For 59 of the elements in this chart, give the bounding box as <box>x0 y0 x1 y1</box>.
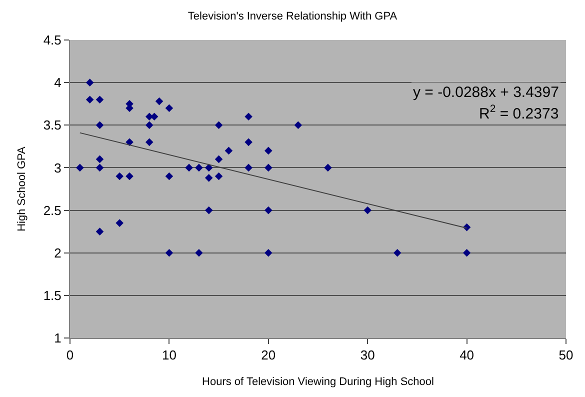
point <box>86 96 94 104</box>
point <box>264 164 272 172</box>
point <box>155 97 164 106</box>
point <box>364 206 372 214</box>
point <box>116 172 124 180</box>
point <box>214 172 223 180</box>
point <box>145 121 154 130</box>
annotation: y = -0.0288x + 3.4397 <box>413 84 559 101</box>
x-tick-label: 30 <box>360 348 375 363</box>
point <box>96 164 104 172</box>
chart-title: Television's Inverse Relationship With GPA <box>188 10 398 23</box>
y-tick-label: 1.5 <box>43 288 62 303</box>
y-tick-label: 2.5 <box>43 202 62 218</box>
point <box>165 104 174 112</box>
point <box>294 121 302 130</box>
point <box>96 121 104 130</box>
point <box>324 164 332 172</box>
point <box>165 172 174 180</box>
point <box>214 155 223 164</box>
x-axis-title: Hours of Television Viewing During High School <box>202 376 434 388</box>
x-tick-label: 40 <box>460 348 474 363</box>
x-tick-label: 20 <box>261 348 276 363</box>
point <box>96 96 104 104</box>
x-tick-label: 0 <box>66 348 74 363</box>
y-tick-label: 4.5 <box>43 32 62 48</box>
y-tick-label: 1 <box>54 330 62 346</box>
point <box>224 146 233 155</box>
point <box>264 206 272 214</box>
point <box>264 146 272 155</box>
y-tick-label: 2 <box>54 245 62 260</box>
point <box>462 248 471 257</box>
point <box>126 138 134 146</box>
point <box>185 164 193 172</box>
point <box>96 155 104 164</box>
point <box>244 138 252 146</box>
x-tick-label: 10 <box>162 348 176 363</box>
y-tick-label: 3.5 <box>43 118 62 133</box>
point <box>204 164 213 172</box>
point <box>126 172 134 180</box>
x-tick-label: 50 <box>558 348 574 363</box>
point <box>264 248 272 257</box>
point <box>393 248 402 257</box>
point <box>165 248 174 257</box>
point <box>116 219 124 227</box>
y-axis-title: High School GPA <box>16 146 28 232</box>
y-tick-label: 3 <box>54 160 62 176</box>
point <box>76 164 84 172</box>
point <box>96 228 104 236</box>
point <box>195 164 203 172</box>
point <box>195 248 203 257</box>
y-tick-label: 4 <box>54 75 62 90</box>
point <box>86 78 94 86</box>
point <box>204 174 213 182</box>
point <box>145 138 154 146</box>
annotation: R$^{2}$ = 0.2373 <box>479 103 559 122</box>
point <box>244 112 252 121</box>
point <box>214 121 223 130</box>
point <box>204 206 213 214</box>
point <box>244 164 252 172</box>
